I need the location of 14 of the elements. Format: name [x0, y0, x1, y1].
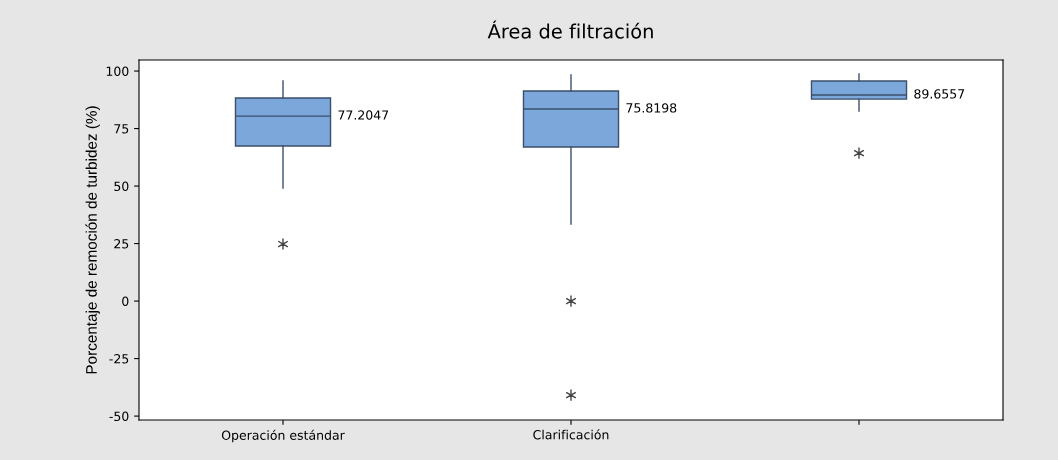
y-tick-label: 100 [106, 66, 129, 76]
y-tick-label: 75 [114, 124, 129, 134]
y-tick-label: 50 [114, 181, 129, 191]
annotation: 89.6557 [914, 89, 965, 99]
annotation: 77.2047 [338, 110, 389, 120]
y-axis-title: Porcentaje de remoción de turbidez (%) [85, 106, 100, 374]
y-tick-label: 0 [122, 296, 129, 306]
x-tick-label: Operación estándar [221, 429, 345, 443]
y-tick-label: -50 [109, 411, 129, 422]
y-tick-label: -25 [109, 354, 129, 364]
annotation: 75.8198 [626, 103, 677, 113]
chart-title: Área de filtración [487, 20, 653, 39]
y-tick-label: 25 [114, 239, 129, 249]
x-tick-label: Clarificación [533, 429, 609, 440]
